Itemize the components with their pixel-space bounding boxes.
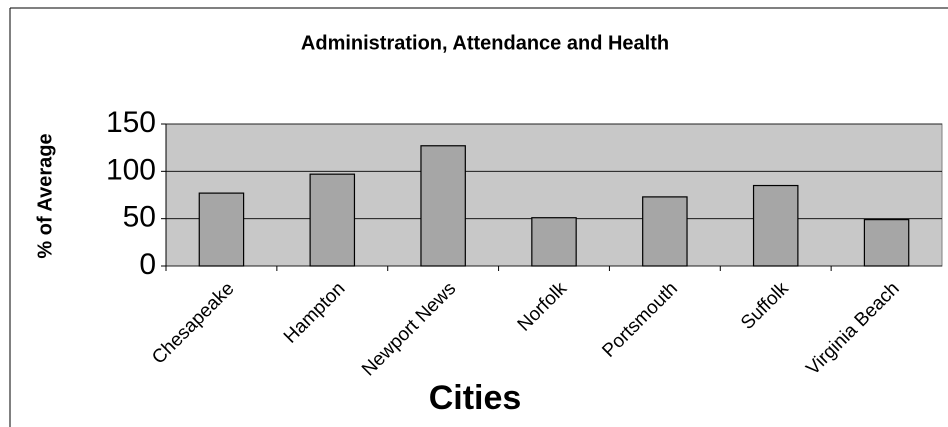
bar <box>752 184 799 267</box>
x-axis-label: Cities <box>429 379 522 417</box>
y-tick-label: 50 <box>123 201 156 234</box>
x-tick-label: Newport News <box>358 278 460 380</box>
x-tick-label: Norfolk <box>514 278 572 336</box>
y-tick-label: 0 <box>139 248 156 281</box>
bar <box>531 217 577 267</box>
x-tick-label: Virginia Beach <box>802 278 903 379</box>
x-tick-label: Hampton <box>280 278 349 347</box>
chart-title: Administration, Attendance and Health <box>301 32 669 54</box>
bar <box>420 145 466 267</box>
bar <box>863 219 910 267</box>
x-tick-label: Portsmouth <box>598 278 682 362</box>
y-tick-label: 150 <box>106 106 156 139</box>
bar <box>642 196 688 267</box>
bar <box>309 173 356 267</box>
y-axis-label: % of Average <box>34 133 56 258</box>
y-tick-label: 100 <box>106 153 156 186</box>
x-tick-label: Chesapeake <box>148 278 238 368</box>
bar <box>198 192 245 267</box>
x-tick-label: Suffolk <box>737 278 793 334</box>
